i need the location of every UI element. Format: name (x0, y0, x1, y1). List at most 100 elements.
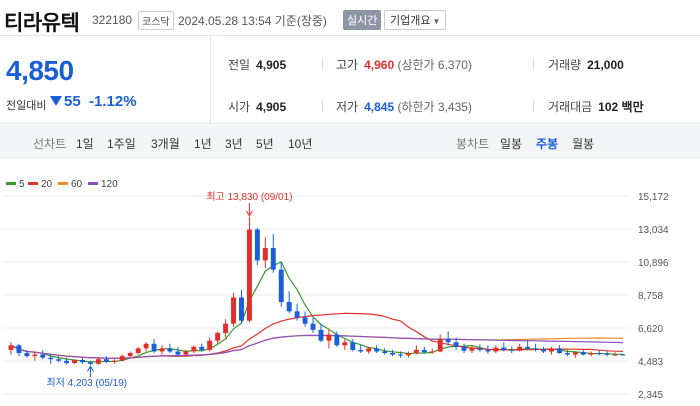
prev-close-value: 4,905 (256, 58, 287, 72)
stock-header: 티라유텍 322180 코스닥 2024.05.28 13:54 기준(장중) … (0, 0, 700, 36)
candle-body (32, 354, 38, 357)
candle-body (16, 345, 22, 354)
change-amount: 55 (50, 93, 81, 110)
candle-body (588, 353, 594, 355)
candle-body (612, 354, 618, 356)
candle-body (239, 297, 244, 321)
candle-body (207, 340, 213, 350)
tab-1day[interactable]: 1일 (76, 137, 94, 151)
candle-body (159, 348, 165, 352)
prev-close-cell: 전일 4,905 (228, 56, 286, 73)
candle-body (596, 353, 602, 355)
legend-ma60: 60 (58, 179, 82, 190)
candle-body (604, 353, 610, 355)
candle-body (87, 362, 93, 364)
candle-body (127, 353, 133, 357)
candle-body (191, 346, 197, 352)
candle-body (151, 343, 157, 352)
candle-body (64, 360, 70, 364)
legend-label: 120 (101, 179, 118, 190)
price-summary: 4,850 전일대비 55 -1.12% 전일 4,905 고가 4,960 (상한… (0, 37, 700, 124)
candle-body (215, 332, 221, 341)
candle-body (318, 329, 324, 341)
candle-body (254, 229, 260, 261)
candle-body (199, 346, 205, 350)
candle-body (310, 323, 316, 330)
chevron-down-icon: ▼ (432, 17, 441, 26)
tab-1week[interactable]: 1주일 (107, 137, 136, 151)
candle-body (572, 352, 578, 355)
tab-monthly-candle[interactable]: 월봉 (572, 137, 595, 151)
tab-daily-candle[interactable]: 일봉 (500, 137, 523, 151)
candle-body (262, 248, 268, 261)
ma-line-120 (10, 334, 624, 360)
candle-body (48, 357, 54, 360)
candle-body (541, 349, 547, 352)
chart-annotations: 최고 13,830 (09/01) 최저 4,203 (05/19) (46, 191, 292, 389)
candle-body (246, 229, 252, 321)
candle-body (493, 347, 499, 352)
market-badge: 코스닥 (138, 11, 174, 30)
candle-body (445, 339, 451, 343)
candle-body (429, 351, 435, 353)
tab-1year[interactable]: 1년 (194, 137, 212, 151)
candle-body (501, 347, 507, 350)
volume-cell: 거래량 21,000 (548, 56, 624, 73)
legend-ma5: 5 (6, 179, 25, 190)
prev-close-label: 전일 (228, 58, 251, 72)
y-tick-label: 6,620 (638, 324, 663, 335)
candle-body (397, 354, 403, 356)
summary-divider (210, 37, 211, 124)
tab-10year[interactable]: 10년 (288, 137, 313, 151)
candle-body (95, 359, 101, 364)
candle-body (302, 317, 308, 324)
cell-separator (322, 100, 323, 112)
candle-body (556, 348, 562, 354)
candle-body (119, 356, 125, 361)
candle-body (175, 351, 181, 355)
company-overview-button[interactable]: 기업개요 ▼ (384, 10, 447, 30)
y-tick-label: 10,896 (638, 258, 669, 269)
candle-body (509, 349, 515, 351)
down-triangle-icon (50, 96, 62, 106)
ma-line-5 (10, 261, 624, 363)
legend-swatch (88, 182, 98, 185)
lower-limit: (하한가 3,435) (397, 100, 472, 114)
candle-body (8, 345, 14, 350)
candle-body (390, 353, 395, 355)
candle-body (278, 269, 284, 303)
tab-3year[interactable]: 3년 (225, 137, 243, 151)
candle-body (223, 323, 229, 333)
y-tick-label: 4,483 (638, 357, 663, 368)
stock-code: 322180 (92, 13, 133, 27)
legend-swatch (28, 182, 38, 185)
legend-label: 20 (41, 179, 53, 190)
tab-3month[interactable]: 3개월 (151, 137, 180, 151)
legend-ma20: 20 (28, 179, 52, 190)
candle-body (80, 359, 85, 363)
ma-line-60 (10, 334, 624, 360)
candle-series (8, 216, 626, 366)
y-tick-label: 8,758 (638, 291, 663, 302)
change-label: 전일대비 (6, 100, 47, 112)
realtime-button[interactable]: 실시간 (343, 10, 382, 30)
y-axis: 15,172 13,034 10,896 8,758 6,620 4,483 2,345 (638, 192, 669, 401)
tab-weekly-candle[interactable]: 주봉 (536, 137, 559, 151)
moving-average-lines (10, 261, 624, 363)
amount-cell: 거래대금 102 백만 (548, 98, 644, 115)
period-tabs: 선차트 1일 1주일 3개월 1년 3년 5년 10년 봉차트 일봉 주봉 월봉 (0, 125, 700, 158)
open-label: 시가 (228, 100, 251, 114)
high-value: 4,960 (364, 58, 395, 72)
candle-body (413, 349, 419, 354)
candle-body (24, 353, 30, 357)
low-value: 4,845 (364, 100, 395, 114)
y-tick-label: 13,034 (638, 225, 669, 236)
cell-separator (533, 58, 534, 70)
candle-body (564, 353, 570, 355)
low-cell: 저가 4,845 (하한가 3,435) (336, 98, 472, 115)
tab-5year[interactable]: 5년 (256, 137, 274, 151)
candle-body (350, 342, 356, 350)
candle-body (167, 348, 173, 352)
weekly-candle-chart[interactable]: 최고 13,830 (09/01) 최저 4,203 (05/19) 15,172… (0, 170, 700, 406)
candle-body (477, 348, 483, 350)
